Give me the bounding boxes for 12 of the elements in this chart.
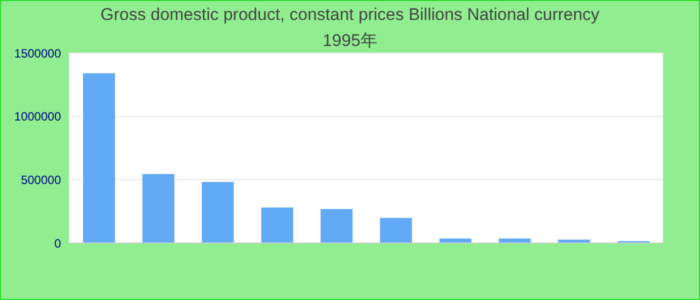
bar xyxy=(202,182,234,243)
y-tick-label: 500000 xyxy=(20,172,62,187)
chart-subtitle: 1995年 xyxy=(322,31,378,50)
y-tick-label: 0 xyxy=(54,236,62,250)
y-tick-label: 1000000 xyxy=(14,110,62,124)
bar xyxy=(83,73,115,243)
chart-title: Gross domestic product, constant prices Billions National currency xyxy=(100,4,600,25)
y-tick-label: 1500000 xyxy=(14,46,62,60)
bar xyxy=(320,209,353,243)
bar xyxy=(142,174,174,243)
bar xyxy=(380,218,412,243)
bar xyxy=(261,208,294,243)
